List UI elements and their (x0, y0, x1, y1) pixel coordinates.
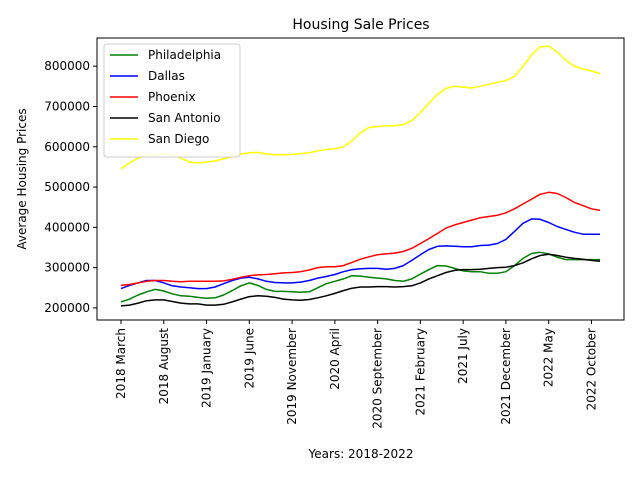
y-tick-label: 400000 (44, 220, 90, 234)
y-tick-label: 500000 (44, 180, 90, 194)
legend-label-1: Dallas (148, 69, 185, 83)
x-tick-label: 2018 March (114, 328, 128, 399)
y-axis: 200000 300000 400000 500000 600000 700000 8000… (44, 59, 97, 315)
y-tick-label: 200000 (44, 301, 90, 315)
legend: Philadelphia Dallas Phoenix San Antonio San … (103, 43, 241, 158)
x-tick-label: 2021 February (413, 328, 427, 416)
y-tick-label: 300000 (44, 261, 90, 275)
y-tick-label: 800000 (44, 59, 90, 73)
series-line-2 (120, 191, 601, 287)
legend-label-4: San Diego (148, 132, 209, 146)
chart-title: Housing Sale Prices (292, 17, 429, 33)
series-line-1 (120, 218, 600, 290)
x-tick-label: 2019 January (200, 328, 214, 408)
y-tick-label: 600000 (44, 140, 90, 154)
series-line-4 (120, 45, 601, 170)
y-tick-label: 700000 (44, 99, 90, 113)
x-tick-label: 2022 May (542, 328, 556, 387)
x-axis: 2018 March 2018 August 2019 January 2019 Ju… (114, 320, 598, 429)
plot-frame (96, 37, 625, 321)
series-line-0 (120, 251, 600, 303)
legend-label-2: Phoenix (148, 90, 196, 104)
series-line-3 (120, 253, 601, 307)
legend-label-3: San Antonio (148, 111, 221, 125)
series-layer (120, 45, 601, 307)
x-tick-label: 2020 April (328, 328, 342, 390)
y-axis-label: Average Housing Prices (15, 108, 29, 249)
x-tick-label: 2019 November (285, 328, 299, 425)
x-tick-label: 2019 June (242, 328, 256, 389)
legend-label-0: Philadelphia (148, 48, 221, 62)
x-tick-label: 2021 December (499, 328, 513, 425)
x-tick-label: 2020 September (371, 328, 385, 429)
x-tick-label: 2018 August (157, 328, 171, 405)
x-axis-label: Years: 2018-2022 (308, 447, 414, 461)
legend-box (103, 43, 241, 158)
x-tick-label: 2021 July (456, 328, 470, 384)
x-tick-label: 2022 October (584, 328, 598, 410)
